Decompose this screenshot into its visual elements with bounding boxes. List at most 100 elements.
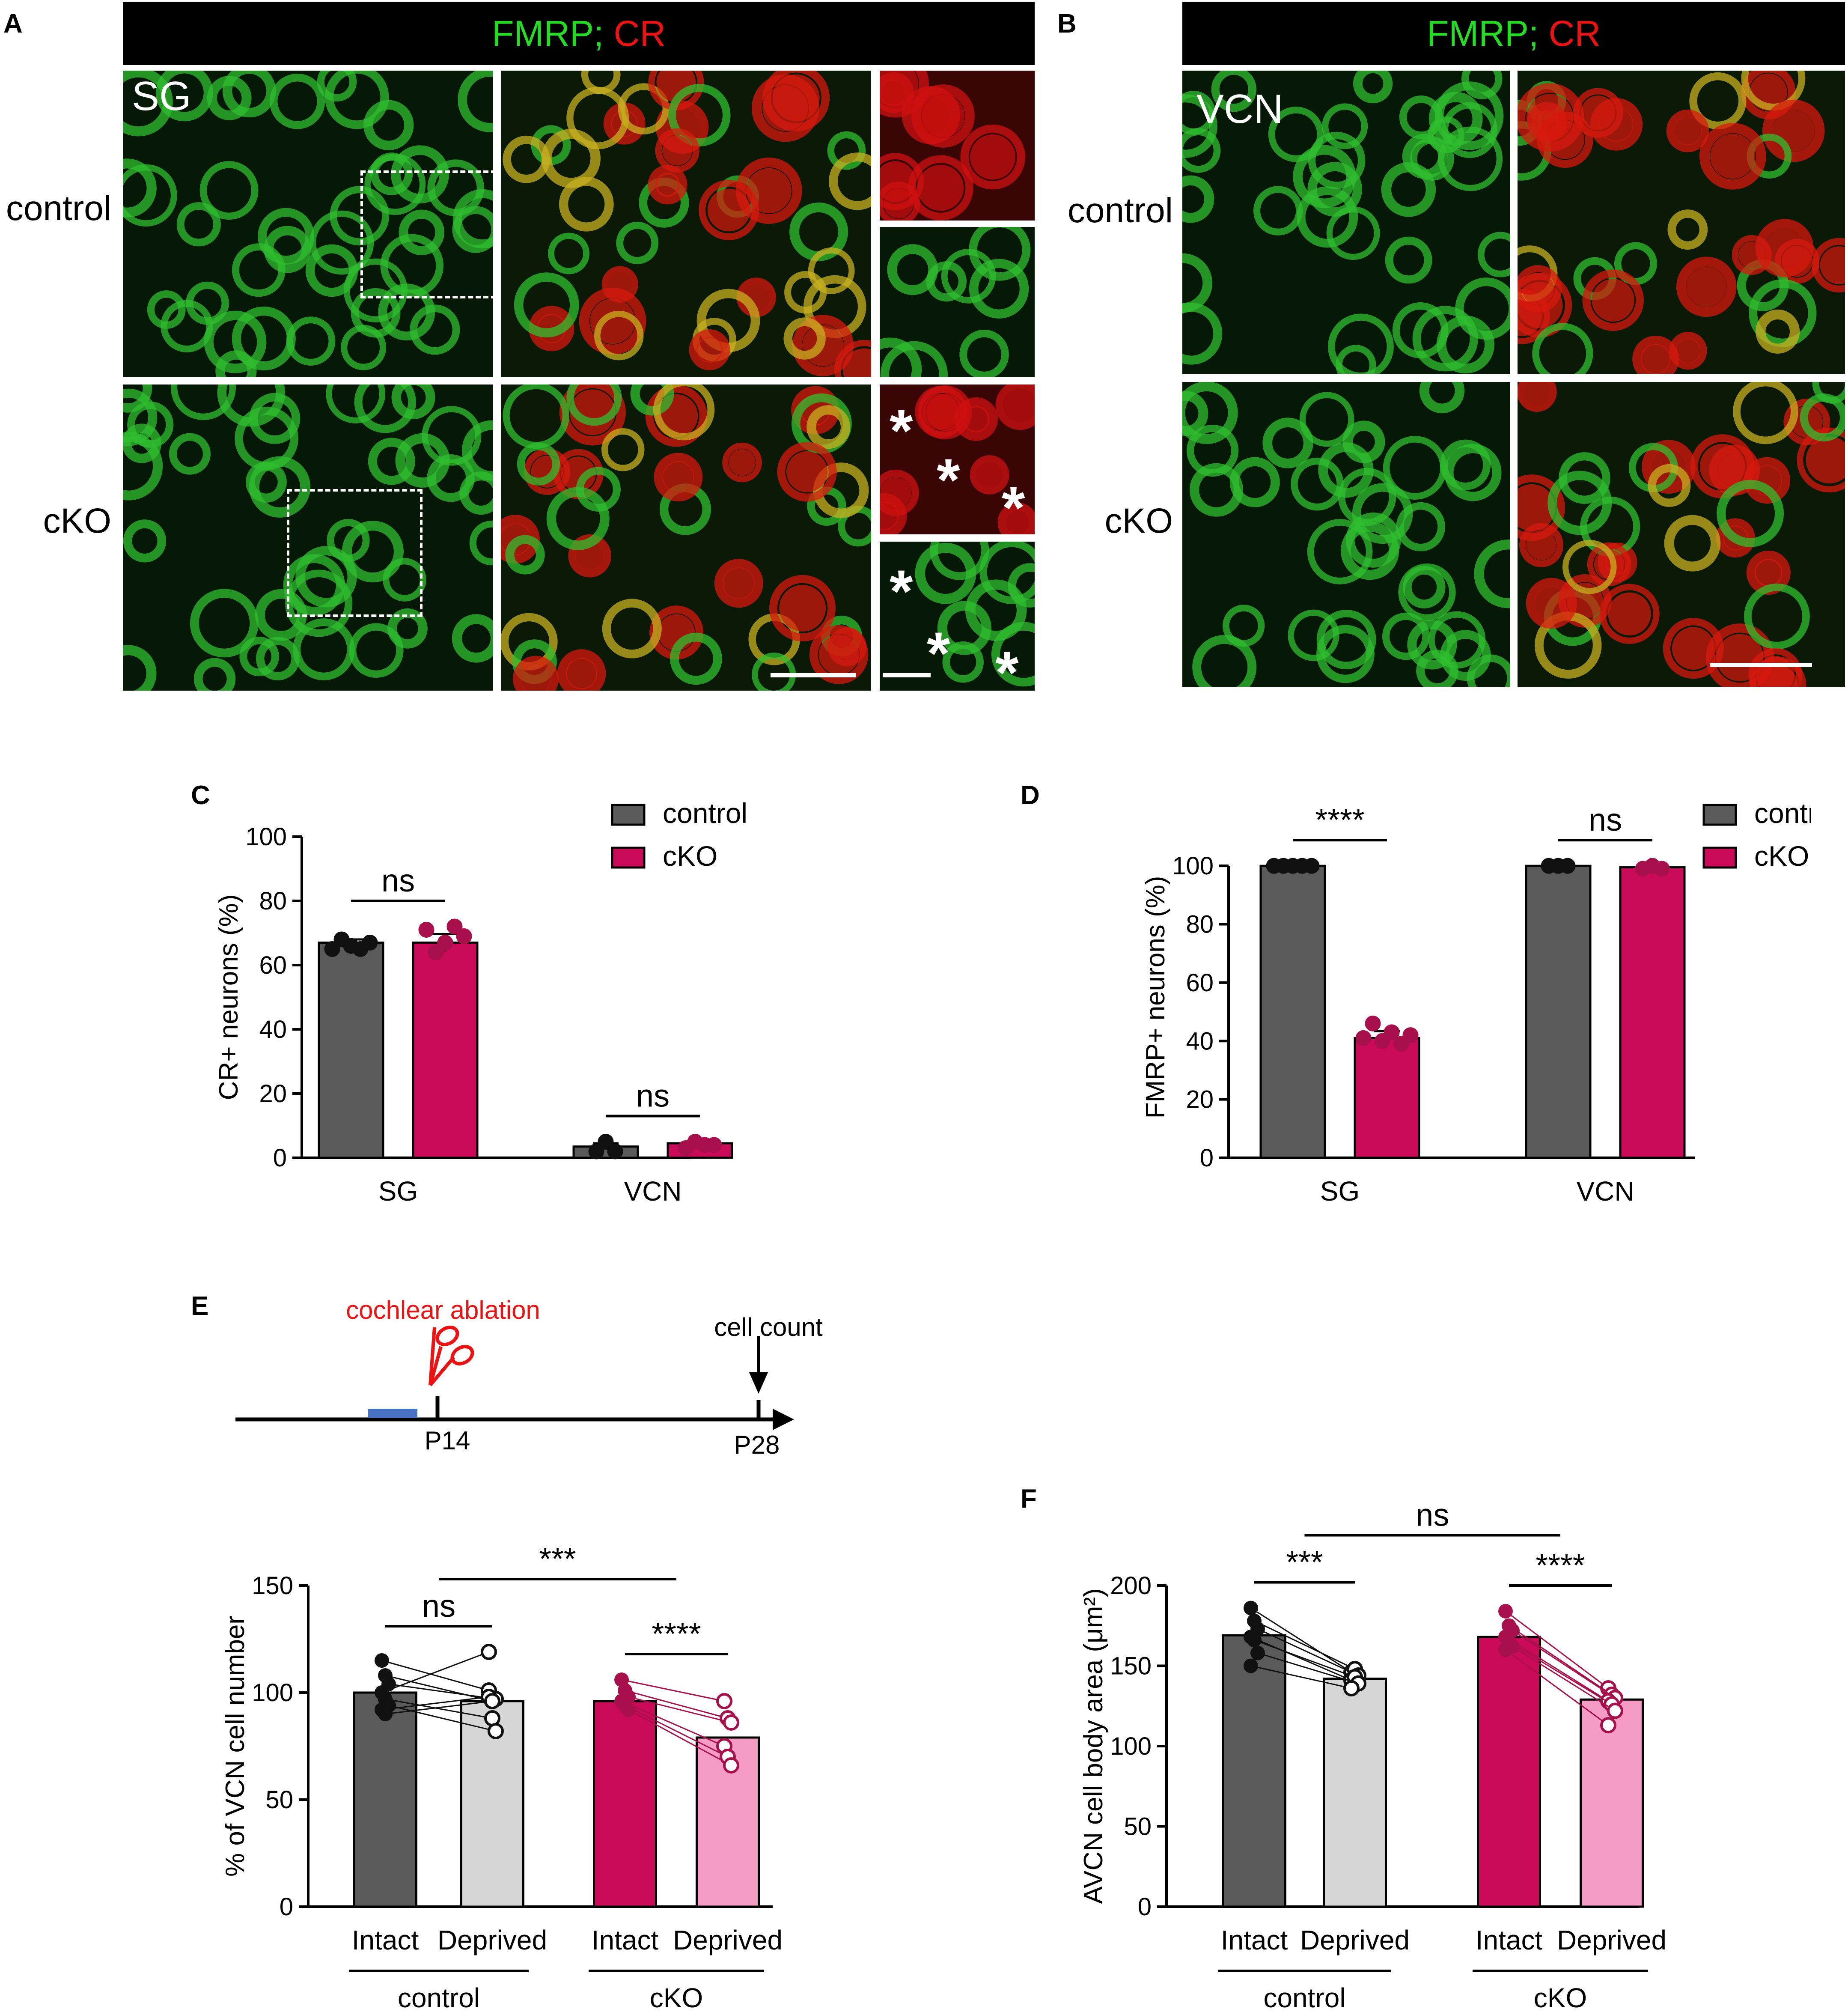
- bar: [1323, 1678, 1387, 1908]
- micrograph-sg-control-fmrp: [123, 71, 493, 377]
- panel-label-b: B: [1057, 9, 1077, 39]
- scissors-icon: [429, 1326, 474, 1386]
- y-tick-label: 0: [1200, 1144, 1214, 1172]
- group-label: control: [398, 1982, 480, 2013]
- x-tick-label: Intact: [592, 1925, 659, 1955]
- data-point: [1498, 1642, 1513, 1657]
- roi-box-cko: [287, 489, 423, 617]
- y-tick-label: 100: [1110, 1732, 1152, 1760]
- timeline-diagram: cochlear ablation cell count P14 P28: [235, 1296, 823, 1459]
- data-point-open: [716, 1693, 732, 1709]
- data-point-open: [723, 1714, 739, 1731]
- data-point: [1402, 1027, 1419, 1043]
- data-point: [1303, 858, 1320, 874]
- data-point: [598, 1134, 614, 1150]
- data-point: [456, 928, 472, 944]
- region-label-vcn: VCN: [1196, 86, 1283, 132]
- y-axis-label: AVCN cell body area (μm²): [1079, 1588, 1108, 1904]
- bar: [1477, 1636, 1541, 1908]
- data-point-open: [481, 1644, 497, 1660]
- chart-vcn-cell-number: 0 50 100 150% of VCN cell number Intact Depri…: [220, 1541, 783, 2013]
- legend-swatch: [611, 847, 646, 869]
- bar: [1619, 866, 1686, 1159]
- paired-line: [628, 1696, 732, 1723]
- data-point: [1244, 1658, 1258, 1673]
- data-point: [1654, 861, 1670, 877]
- data-point-open: [723, 1757, 739, 1774]
- data-point: [428, 944, 444, 960]
- y-tick-label: 40: [259, 1016, 287, 1043]
- x-tick-label: SG: [378, 1176, 418, 1207]
- significance-label: ns: [422, 1588, 455, 1624]
- y-tick-label: 100: [252, 1679, 293, 1707]
- data-point: [1365, 1015, 1381, 1031]
- paired-line: [1250, 1636, 1352, 1681]
- y-tick-label: 80: [259, 887, 287, 915]
- panel-a-header: FMRP; CR: [123, 2, 1035, 65]
- data-point-open: [1607, 1702, 1623, 1719]
- y-axis: 0 20 40 60 80 100: [245, 823, 303, 1172]
- bar: [318, 942, 384, 1159]
- micrograph-sg-cko-fmrp: [123, 385, 493, 691]
- inset-sg-control-fmrp: [880, 227, 1035, 377]
- data-point: [1244, 1601, 1258, 1616]
- paired-line: [381, 1696, 489, 1711]
- panel-label-c: C: [191, 781, 210, 810]
- panel-label-e: E: [191, 1291, 209, 1321]
- row-label-control-a: control: [6, 189, 111, 228]
- paired-line: [1509, 1625, 1612, 1696]
- x-tick-label: VCN: [1576, 1176, 1634, 1207]
- legend-swatch: [611, 804, 646, 826]
- significance-label: ns: [1416, 1497, 1449, 1533]
- ablation-label: cochlear ablation: [346, 1296, 540, 1324]
- paired-line: [381, 1651, 489, 1693]
- legend-label: cKO: [1754, 840, 1809, 872]
- paired-line: [621, 1700, 725, 1747]
- paired-line: [1505, 1610, 1609, 1689]
- data-point: [588, 1143, 604, 1160]
- x-tick-label: Deprived: [437, 1925, 547, 1955]
- x-tick-label: Intact: [1221, 1925, 1288, 1955]
- y-axis-label: % of VCN cell number: [220, 1616, 250, 1877]
- data-point: [437, 935, 453, 951]
- legend-swatch: [1702, 847, 1737, 869]
- paired-line: [625, 1690, 728, 1719]
- y-axis-label: FMRP+ neurons (%): [1141, 876, 1170, 1119]
- y-tick-label: 50: [1124, 1813, 1152, 1841]
- paired-line: [385, 1698, 493, 1719]
- y-axis-label: CR+ neurons (%): [214, 894, 244, 1100]
- panel-b-header: FMRP; CR: [1182, 2, 1845, 65]
- bar: [1580, 1698, 1644, 1908]
- micrograph-vcn-control-merge: [1518, 71, 1845, 374]
- data-point: [378, 1707, 393, 1721]
- row-label-control-b: control: [1067, 191, 1173, 230]
- y-tick-label: 150: [252, 1572, 293, 1600]
- x-tick-label: Intact: [1476, 1925, 1543, 1955]
- y-axis: 0 20 40 60 80 100: [1172, 852, 1230, 1172]
- data-point: [1247, 1633, 1262, 1648]
- panel-label-d: D: [1021, 781, 1040, 810]
- asterisk-marker: *: [890, 397, 913, 464]
- y-tick-label: 20: [259, 1080, 287, 1108]
- timepoint-p28: P28: [734, 1431, 780, 1459]
- x-tick-label: Deprived: [673, 1925, 783, 1955]
- inset-sg-cko-cr: [880, 385, 1035, 534]
- cell-count-label: cell count: [714, 1313, 823, 1341]
- data-point: [1559, 858, 1576, 874]
- y-tick-label: 0: [1138, 1893, 1152, 1921]
- timeline-arrowhead: [773, 1409, 794, 1430]
- y-tick-label: 150: [1110, 1652, 1152, 1680]
- data-point-open: [484, 1710, 500, 1726]
- y-tick-label: 60: [1186, 969, 1214, 997]
- cr-label: CR: [1548, 13, 1601, 54]
- x-tick-label: Deprived: [1300, 1925, 1410, 1955]
- legend-label: control: [663, 797, 747, 829]
- paired-line: [1250, 1665, 1352, 1689]
- y-tick-label: 80: [1186, 911, 1214, 939]
- micrograph-vcn-cko-fmrp: [1182, 382, 1510, 687]
- x-tick-label: Intact: [352, 1925, 419, 1955]
- significance-label: ****: [1315, 802, 1364, 838]
- bar: [1354, 1037, 1420, 1159]
